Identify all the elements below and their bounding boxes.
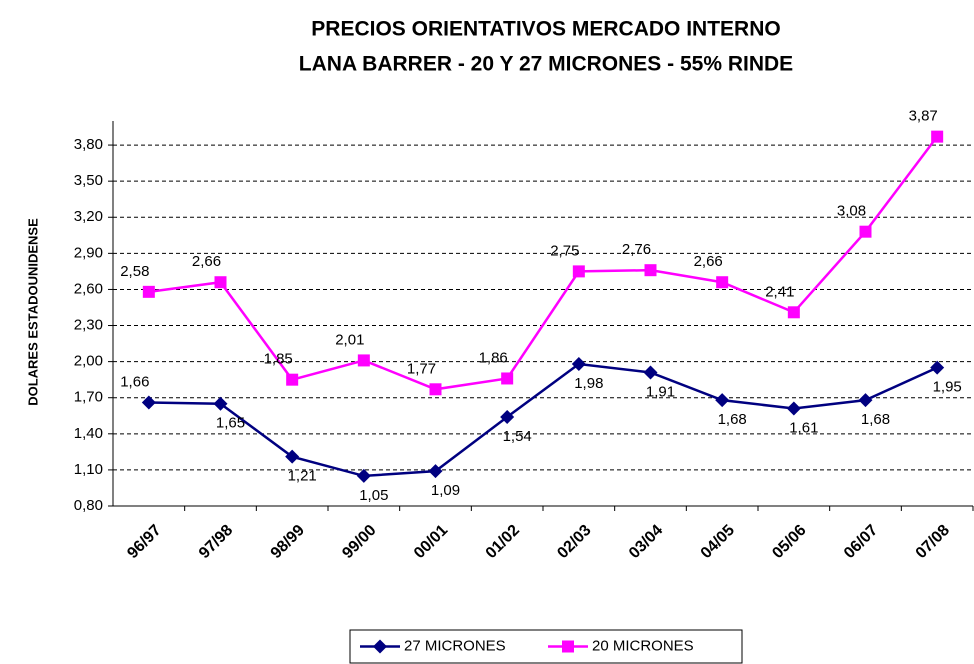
data-point (931, 130, 944, 143)
data-label: 2,66 (694, 253, 723, 270)
data-point (428, 464, 443, 479)
data-label: 1,85 (264, 351, 293, 368)
data-label: 1,86 (479, 349, 508, 366)
data-label: 1,05 (359, 487, 388, 504)
legend-box (349, 629, 743, 664)
x-tick-label: 04/05 (698, 522, 738, 562)
x-tick-label: 00/01 (411, 522, 451, 562)
data-label: 2,66 (192, 253, 221, 270)
data-point (214, 276, 227, 289)
data-point (285, 449, 300, 464)
y-tick-label: 2,60 (74, 280, 103, 297)
x-tick-label: 99/00 (339, 522, 379, 562)
y-tick-label: 1,10 (74, 461, 103, 478)
y-tick-label: 2,90 (74, 244, 103, 261)
data-point (501, 372, 514, 385)
legend-label: 20 MICRONES (592, 637, 694, 654)
data-label: 2,75 (550, 242, 579, 259)
data-point (213, 396, 228, 411)
y-tick-label: 3,50 (74, 172, 103, 189)
legend-label: 27 MICRONES (404, 637, 506, 654)
data-label: 2,58 (120, 263, 149, 280)
y-tick-label: 1,40 (74, 425, 103, 442)
data-point (786, 401, 801, 416)
data-point (141, 395, 156, 410)
x-tick-label: 05/06 (769, 522, 809, 562)
data-point (930, 360, 945, 375)
data-label: 3,87 (909, 108, 938, 125)
y-tick-label: 3,20 (74, 208, 103, 225)
y-tick-label: 2,00 (74, 353, 103, 370)
data-label: 1,09 (431, 482, 460, 499)
data-label: 3,08 (837, 203, 866, 220)
data-point (357, 354, 370, 367)
data-label: 2,41 (765, 283, 794, 300)
x-tick-label: 02/03 (554, 522, 594, 562)
legend-marker (562, 640, 574, 653)
data-label: 1,68 (718, 411, 747, 428)
y-axis-label: DOLARES ESTADOUNIDENSE (25, 218, 40, 406)
data-label: 1,21 (288, 468, 317, 485)
x-tick-label: 06/07 (841, 522, 881, 562)
data-label: 2,01 (335, 331, 364, 348)
chart-title: PRECIOS ORIENTATIVOS MERCADO INTERNO (311, 18, 780, 41)
data-point (500, 409, 515, 424)
data-label: 1,68 (861, 411, 890, 428)
data-point (858, 393, 873, 408)
data-point (572, 265, 585, 278)
data-point (571, 357, 586, 372)
data-point (859, 225, 872, 238)
data-label: 2,76 (622, 241, 651, 258)
data-point (787, 306, 800, 319)
data-label: 1,66 (120, 374, 149, 391)
x-tick-label: 01/02 (483, 522, 523, 562)
y-tick-label: 3,80 (74, 136, 103, 153)
data-point (286, 373, 299, 386)
data-label: 1,77 (407, 360, 436, 377)
data-label: 1,98 (574, 375, 603, 392)
y-tick-label: 1,70 (74, 389, 103, 406)
data-point (716, 276, 729, 289)
data-label: 1,65 (216, 415, 245, 432)
x-tick-label: 98/99 (268, 522, 308, 562)
data-point (644, 264, 657, 277)
series-line (148, 135, 939, 391)
legend-marker (373, 639, 387, 654)
chart-subtitle: LANA BARRER - 20 Y 27 MICRONES - 55% RIN… (299, 53, 793, 76)
y-tick-label: 2,30 (74, 317, 103, 334)
x-tick-label: 97/98 (196, 522, 236, 562)
data-label: 1,61 (789, 420, 818, 437)
x-tick-label: 07/08 (913, 522, 953, 562)
x-tick-label: 96/97 (124, 522, 164, 562)
data-point (715, 393, 730, 408)
data-point (356, 468, 371, 483)
data-point (643, 365, 658, 380)
series-line (148, 362, 938, 478)
data-point (142, 285, 155, 298)
data-label: 1,91 (646, 383, 675, 400)
data-label: 1,95 (933, 379, 962, 396)
y-tick-label: 0,80 (74, 497, 103, 514)
data-point (429, 383, 442, 396)
x-tick-label: 03/04 (626, 522, 666, 562)
data-label: 1,54 (503, 428, 532, 445)
